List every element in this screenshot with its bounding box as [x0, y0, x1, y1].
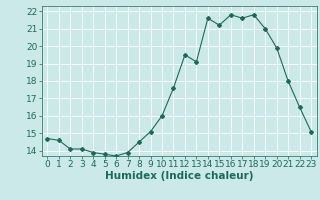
- X-axis label: Humidex (Indice chaleur): Humidex (Indice chaleur): [105, 171, 253, 181]
